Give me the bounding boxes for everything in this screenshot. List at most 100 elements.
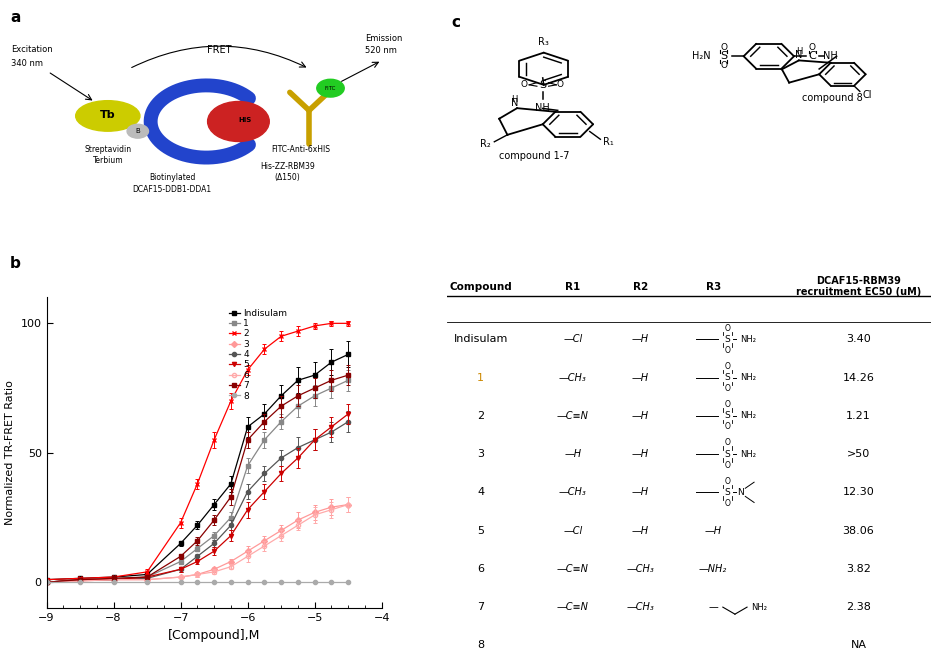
Text: FITC: FITC	[325, 86, 336, 91]
Text: compound 1-7: compound 1-7	[499, 151, 569, 161]
Text: 340 nm: 340 nm	[11, 59, 44, 68]
Ellipse shape	[75, 100, 140, 131]
Text: 520 nm: 520 nm	[365, 46, 397, 56]
Text: FITC-Anti-6xHIS: FITC-Anti-6xHIS	[271, 145, 330, 154]
Text: —C≡N: —C≡N	[557, 410, 588, 421]
Text: 8: 8	[478, 641, 484, 650]
Text: Streptavidin: Streptavidin	[84, 145, 131, 154]
Text: R₁: R₁	[603, 137, 614, 147]
Text: S: S	[725, 373, 731, 382]
Text: N: N	[736, 488, 744, 497]
Text: Biotinylated: Biotinylated	[149, 173, 196, 182]
Text: O: O	[724, 362, 731, 371]
Text: —C≡N: —C≡N	[557, 564, 588, 574]
Text: O: O	[724, 324, 731, 332]
Text: DCAF15-DDB1-DDA1: DCAF15-DDB1-DDA1	[132, 185, 211, 194]
Text: O: O	[724, 422, 731, 432]
Text: Terbium: Terbium	[92, 156, 123, 165]
Text: —H: —H	[632, 525, 649, 535]
Text: 2: 2	[478, 410, 484, 421]
Y-axis label: Normalized TR-FRET Ratio: Normalized TR-FRET Ratio	[6, 380, 15, 525]
Text: H: H	[796, 48, 802, 56]
Text: S: S	[539, 80, 546, 90]
Text: NH: NH	[823, 52, 838, 61]
Text: S: S	[725, 411, 731, 420]
Text: 5: 5	[478, 525, 484, 535]
Text: NH₂: NH₂	[740, 411, 756, 420]
Text: S: S	[725, 334, 731, 344]
Text: N: N	[795, 50, 803, 60]
Text: O: O	[724, 400, 731, 409]
Text: N: N	[511, 98, 519, 108]
Text: 14.26: 14.26	[843, 373, 874, 383]
Text: DCAF15-RBM39: DCAF15-RBM39	[816, 276, 901, 286]
Text: Compound: Compound	[450, 282, 512, 292]
Circle shape	[317, 79, 344, 97]
Text: O: O	[809, 43, 816, 52]
Text: 1: 1	[478, 373, 484, 383]
Text: O: O	[724, 461, 731, 470]
Text: O: O	[520, 81, 528, 89]
Text: —CH₃: —CH₃	[627, 564, 654, 574]
Text: Indisulam: Indisulam	[453, 334, 508, 344]
Text: recruitment EC50 (uM): recruitment EC50 (uM)	[796, 288, 921, 297]
Text: —C≡N: —C≡N	[557, 602, 588, 612]
Circle shape	[208, 102, 269, 141]
Text: 2.38: 2.38	[846, 602, 870, 612]
Text: H: H	[511, 95, 518, 104]
Text: B: B	[135, 128, 141, 134]
Text: NH₂: NH₂	[751, 603, 767, 611]
Text: compound 8: compound 8	[803, 93, 863, 102]
Text: R₂: R₂	[479, 139, 491, 149]
Text: NH₂: NH₂	[740, 334, 756, 344]
Text: NA: NA	[850, 641, 867, 650]
Text: —H: —H	[564, 449, 581, 459]
Text: —H: —H	[632, 334, 649, 344]
Text: —H: —H	[632, 373, 649, 383]
Text: —Cl: —Cl	[563, 334, 583, 344]
X-axis label: [Compound],M: [Compound],M	[168, 629, 261, 642]
Text: Excitation: Excitation	[11, 45, 53, 54]
Text: O: O	[721, 42, 727, 52]
Text: H₂N: H₂N	[692, 52, 710, 61]
Text: NH₂: NH₂	[740, 373, 756, 382]
Text: NH₂: NH₂	[740, 449, 756, 459]
Text: FRET: FRET	[207, 46, 232, 56]
Text: (Δ150): (Δ150)	[275, 173, 301, 182]
Text: 3.82: 3.82	[846, 564, 870, 574]
Text: NH: NH	[535, 103, 550, 113]
Text: c: c	[452, 15, 461, 30]
Text: —NH₂: —NH₂	[699, 564, 727, 574]
Text: 12.30: 12.30	[843, 487, 874, 497]
Text: S: S	[721, 52, 727, 61]
Text: —CH₃: —CH₃	[559, 487, 587, 497]
Text: —H: —H	[705, 525, 722, 535]
Circle shape	[127, 124, 149, 138]
Text: O: O	[724, 477, 731, 486]
Text: —Cl: —Cl	[563, 525, 583, 535]
Text: R2: R2	[633, 282, 648, 292]
Text: S: S	[725, 449, 731, 459]
Text: His-ZZ-RBM39: His-ZZ-RBM39	[261, 162, 315, 171]
Text: C: C	[808, 52, 816, 61]
Text: R3: R3	[706, 282, 721, 292]
Text: a: a	[10, 9, 20, 24]
Text: R1: R1	[565, 282, 580, 292]
Text: 3.40: 3.40	[846, 334, 870, 344]
Text: Tb: Tb	[100, 110, 115, 120]
Text: 3: 3	[478, 449, 484, 459]
Text: 1.21: 1.21	[846, 410, 870, 421]
Text: S: S	[725, 488, 731, 497]
Text: b: b	[9, 256, 20, 271]
Text: Emission: Emission	[365, 34, 402, 43]
Text: >50: >50	[847, 449, 870, 459]
Text: O: O	[721, 61, 727, 70]
Text: R₃: R₃	[538, 37, 549, 47]
Text: O: O	[724, 438, 731, 447]
Text: O: O	[556, 81, 563, 89]
Text: —H: —H	[632, 487, 649, 497]
Text: 6: 6	[478, 564, 484, 574]
Text: —CH₃: —CH₃	[627, 602, 654, 612]
Text: —CH₃: —CH₃	[559, 373, 587, 383]
Text: O: O	[724, 499, 731, 508]
